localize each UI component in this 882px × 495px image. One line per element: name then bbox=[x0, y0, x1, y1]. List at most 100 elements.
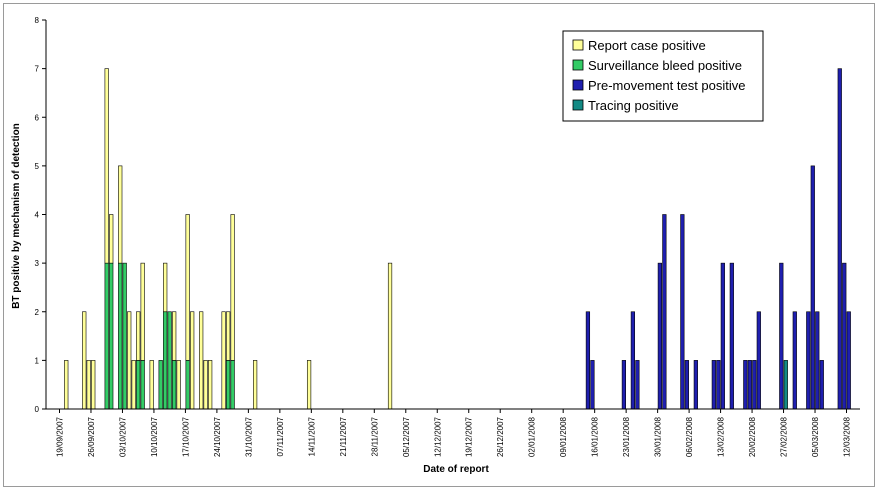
y-tick-label: 3 bbox=[35, 259, 40, 268]
legend-label-report-case: Report case positive bbox=[588, 38, 706, 53]
chart-frame: 0 1 2 3 4 5 6 7 8 19/09/2007 26/09/2007 03/10/2007… bbox=[3, 3, 875, 487]
legend-swatch-tracing bbox=[572, 99, 584, 111]
bar-segment bbox=[203, 360, 208, 410]
bar-segment bbox=[167, 311, 172, 410]
bar-segment bbox=[810, 165, 815, 410]
bar-segment bbox=[230, 360, 235, 410]
bar-segment bbox=[172, 311, 177, 361]
bar-segment bbox=[163, 262, 168, 313]
y-tick-label: 8 bbox=[35, 16, 40, 25]
x-tick-label: 20/02/2008 bbox=[748, 416, 757, 457]
bar-segment bbox=[136, 311, 141, 361]
legend-swatch-pre-movement bbox=[572, 79, 584, 91]
y-tick-label: 5 bbox=[35, 162, 40, 171]
y-tick-label: 7 bbox=[35, 65, 40, 74]
bar-segment bbox=[729, 262, 734, 410]
bar-segment bbox=[104, 68, 109, 264]
x-tick-label: 17/10/2007 bbox=[181, 416, 190, 457]
x-tick-label: 12/12/2007 bbox=[433, 416, 442, 457]
bar-segment bbox=[82, 311, 87, 410]
bar-segment bbox=[163, 311, 168, 410]
bar-segment bbox=[91, 360, 96, 410]
x-tick-label: 03/10/2007 bbox=[118, 416, 127, 457]
x-tick-label: 05/12/2007 bbox=[402, 416, 411, 457]
x-tick-label: 27/02/2008 bbox=[780, 416, 789, 457]
x-tick-label: 16/01/2008 bbox=[591, 416, 600, 457]
bar-segment bbox=[131, 360, 136, 410]
bar-segment bbox=[140, 360, 145, 410]
x-tick-label: 14/11/2007 bbox=[307, 416, 316, 456]
x-tick-label: 02/01/2008 bbox=[528, 416, 537, 457]
bar-segment bbox=[657, 262, 662, 410]
bar-segment bbox=[693, 360, 698, 410]
x-tick-labels: 19/09/2007 26/09/2007 03/10/2007 10/10/2007… bbox=[55, 416, 851, 457]
y-axis-title: BT positive by mechanism of detection bbox=[11, 123, 22, 309]
bar-segment bbox=[806, 311, 811, 410]
x-tick-label: 23/01/2008 bbox=[622, 416, 631, 457]
bar-segment bbox=[253, 360, 258, 410]
bar-segment bbox=[711, 360, 716, 410]
bar-segment bbox=[185, 360, 190, 410]
bar-segment bbox=[716, 360, 721, 410]
axes-layer bbox=[42, 19, 860, 413]
x-tick-label: 26/12/2007 bbox=[496, 416, 505, 457]
legend: Report case positive Surveillance bleed … bbox=[562, 30, 764, 122]
x-axis-title: Date of report bbox=[423, 464, 489, 475]
bar-segment bbox=[662, 214, 667, 410]
bar-segment bbox=[118, 262, 123, 410]
bar-segment bbox=[585, 311, 591, 410]
bar-segment bbox=[819, 360, 824, 410]
legend-swatch-surveillance bbox=[572, 59, 584, 71]
x-tick-label: 30/01/2008 bbox=[654, 416, 663, 457]
bar-segment bbox=[172, 360, 177, 410]
x-tick-label: 09/01/2008 bbox=[559, 416, 568, 457]
bar-segment bbox=[104, 262, 109, 410]
legend-box bbox=[562, 30, 764, 122]
bar-segment bbox=[122, 262, 127, 410]
x-tick-label: 26/09/2007 bbox=[87, 416, 96, 457]
bar-segment bbox=[590, 360, 595, 410]
bar-segment bbox=[306, 360, 312, 410]
x-tick-label: 21/11/2007 bbox=[339, 416, 348, 456]
bar-segment bbox=[747, 360, 752, 410]
bar-segment bbox=[779, 262, 784, 410]
bar-segment bbox=[158, 360, 163, 410]
x-tick-label: 31/10/2007 bbox=[244, 416, 253, 457]
bar-segment bbox=[815, 311, 820, 410]
bar-segment bbox=[837, 68, 842, 410]
bar-segment bbox=[230, 214, 235, 361]
x-tick-label: 05/03/2008 bbox=[811, 416, 820, 457]
bars-layer bbox=[64, 68, 851, 410]
bar-segment bbox=[140, 262, 145, 361]
bar-segment bbox=[783, 360, 788, 410]
bar-segment bbox=[720, 262, 725, 410]
bar-segment bbox=[752, 360, 757, 410]
bar-segment bbox=[127, 311, 132, 410]
y-tick-label: 4 bbox=[35, 211, 40, 220]
bar-segment bbox=[208, 360, 213, 410]
bar-segment bbox=[743, 360, 748, 410]
bar-segment bbox=[387, 262, 393, 410]
bar-segment bbox=[680, 214, 685, 410]
bar-segment bbox=[64, 360, 69, 410]
bar-segment bbox=[109, 214, 114, 264]
bt-positive-chart: 0 1 2 3 4 5 6 7 8 19/09/2007 26/09/2007 03/10/2007… bbox=[11, 16, 860, 475]
bar-segment bbox=[199, 311, 204, 410]
x-tick-label: 12/03/2008 bbox=[843, 416, 852, 457]
bar-segment bbox=[221, 311, 226, 410]
bar-segment bbox=[149, 360, 154, 410]
y-tick-label: 6 bbox=[35, 113, 40, 122]
x-tick-label: 19/09/2007 bbox=[55, 416, 64, 457]
bar-segment bbox=[226, 311, 231, 361]
bar-segment bbox=[792, 311, 797, 410]
x-tick-label: 06/02/2008 bbox=[685, 416, 694, 457]
legend-label-pre-movement: Pre-movement test positive bbox=[588, 78, 746, 93]
bar-segment bbox=[846, 311, 851, 410]
y-tick-labels: 0 1 2 3 4 5 6 7 8 bbox=[35, 16, 40, 414]
x-tick-label: 07/11/2007 bbox=[276, 416, 285, 456]
legend-label-surveillance: Surveillance bleed positive bbox=[588, 58, 742, 73]
x-tick-label: 28/11/2007 bbox=[370, 416, 379, 456]
bar-segment bbox=[118, 165, 123, 264]
bar-segment bbox=[756, 311, 761, 410]
bar-segment bbox=[185, 214, 190, 361]
